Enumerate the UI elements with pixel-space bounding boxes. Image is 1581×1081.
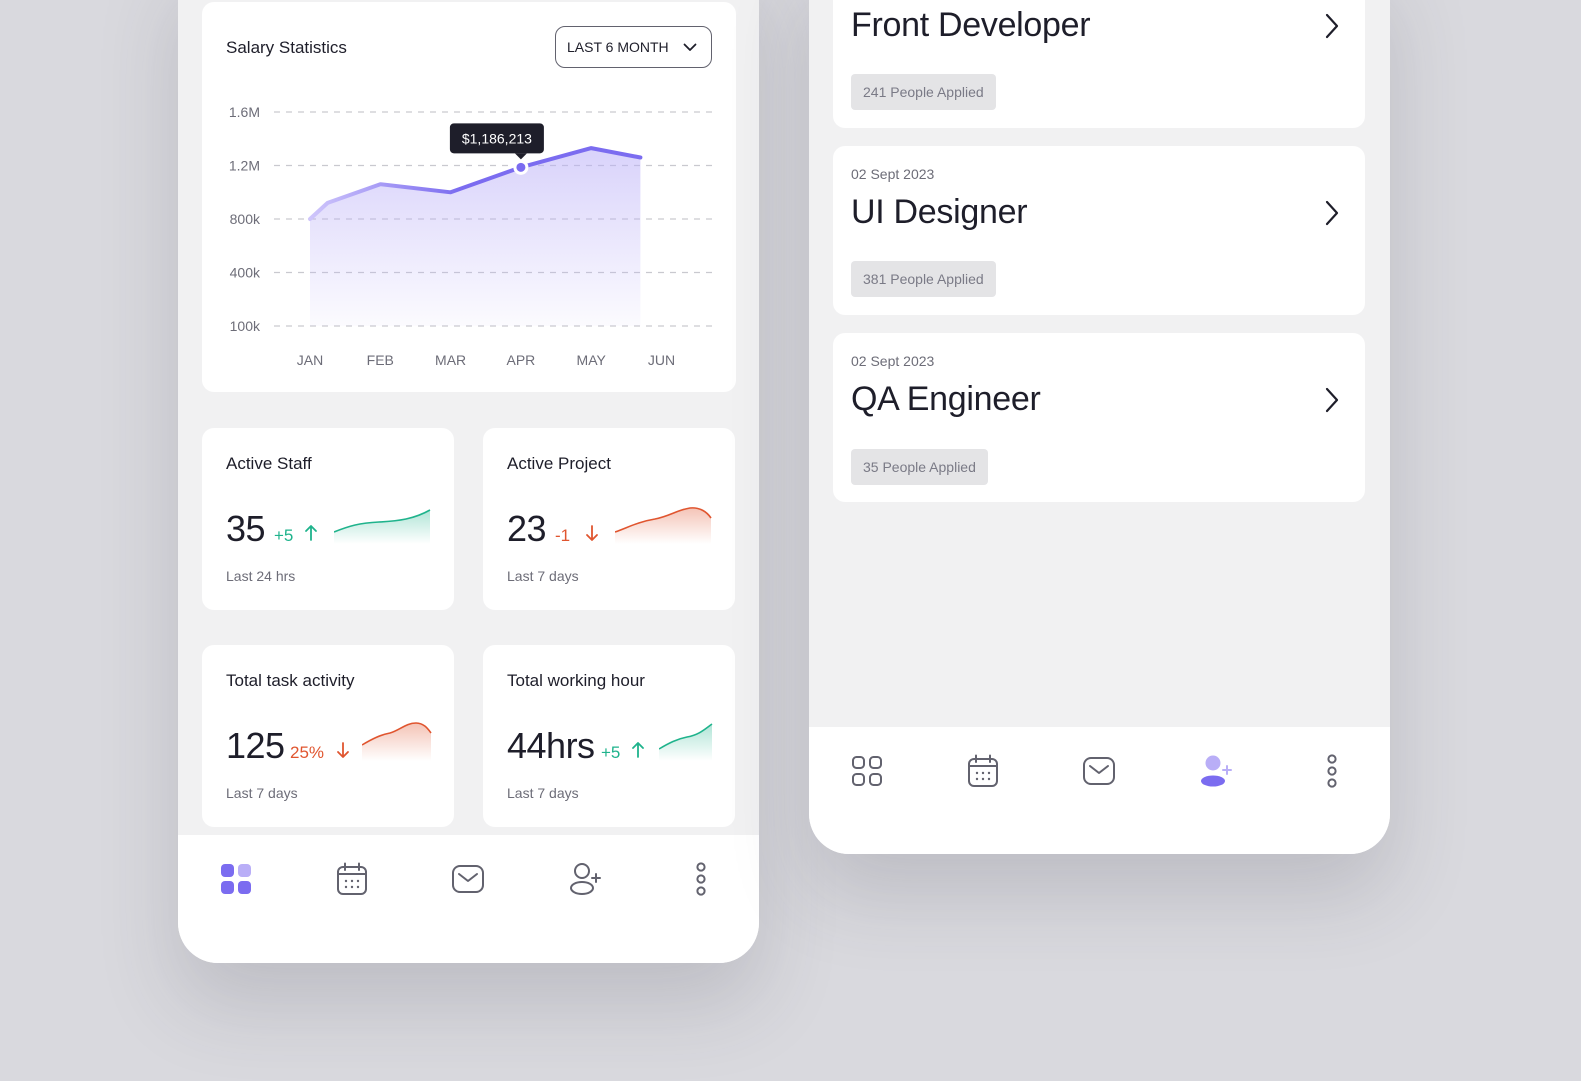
- jobs-screen: Front Developer 241 People Applied 02 Se…: [809, 0, 1390, 854]
- stat-delta: +5: [601, 743, 621, 762]
- x-tick-label: FEB: [367, 352, 394, 368]
- period-select[interactable]: LAST 6 MONTH: [555, 26, 712, 68]
- stat-period: Last 7 days: [226, 785, 298, 801]
- add-user-icon: [569, 863, 601, 895]
- y-tick-label: 800k: [230, 211, 261, 227]
- chevron-right-icon[interactable]: [1325, 387, 1339, 413]
- stat-title: Total task activity: [226, 671, 355, 690]
- chevron-right-icon[interactable]: [1325, 13, 1339, 39]
- nav-more[interactable]: [1302, 751, 1362, 791]
- y-tick-label: 400k: [230, 265, 261, 281]
- nav-add-user[interactable]: [555, 859, 615, 899]
- mail-icon: [452, 865, 485, 893]
- dashboard-icon: [852, 756, 883, 786]
- stat-value: 35: [226, 508, 266, 549]
- y-tick-label: 1.2M: [229, 158, 260, 174]
- mail-icon: [1083, 757, 1116, 785]
- salary-chart: 1.6M 1.2M 800k 400k 100k $1,186,213 JAN FEB MAR A…: [229, 104, 712, 368]
- active-project-card[interactable]: Active Project 23 -1 Last 7 days: [483, 428, 735, 610]
- x-tick-label: JAN: [297, 352, 323, 368]
- arrow-down-icon: [337, 742, 349, 758]
- nav-calendar[interactable]: [953, 751, 1013, 791]
- dashboard-icon: [221, 864, 252, 894]
- tooltip-box: [449, 123, 544, 154]
- more-icon: [1327, 754, 1337, 788]
- stat-period: Last 7 days: [507, 568, 579, 584]
- y-tick-label: 100k: [230, 318, 261, 334]
- x-tick-label: APR: [507, 352, 536, 368]
- more-icon: [696, 862, 706, 896]
- chevron-down-icon: [683, 43, 697, 51]
- applicants-badge: 35 People Applied: [851, 449, 988, 485]
- job-date: 02 Sept 2023: [851, 353, 935, 369]
- nav-mail[interactable]: [1069, 751, 1129, 791]
- stat-value: 44hrs: [507, 725, 595, 766]
- sparkline: [334, 509, 431, 544]
- tooltip-label: $1,186,213: [462, 130, 532, 146]
- arrow-up-icon: [305, 525, 317, 541]
- total-working-hour-card[interactable]: Total working hour 44hrs +5 Last 7 days: [483, 645, 735, 827]
- job-card[interactable]: 02 Sept 2023 QA Engineer 35 People Appli…: [833, 333, 1365, 502]
- x-tick-label: JUN: [648, 352, 675, 368]
- calendar-icon: [337, 862, 368, 895]
- nav-add-user[interactable]: [1186, 751, 1246, 791]
- total-task-activity-card[interactable]: Total task activity 125 25% Last 7 days: [202, 645, 454, 827]
- period-select-value: LAST 6 MONTH: [567, 39, 669, 55]
- stat-value: 23: [507, 508, 547, 549]
- stat-delta: -1: [555, 526, 571, 545]
- stat-delta: 25%: [290, 743, 325, 762]
- nav-calendar[interactable]: [322, 859, 382, 899]
- applicants-badge: 381 People Applied: [851, 261, 996, 297]
- stat-title: Active Project: [507, 454, 611, 473]
- bottom-navigation: [809, 727, 1390, 854]
- highlight-point: [513, 159, 529, 175]
- stat-delta: +5: [274, 526, 294, 545]
- chevron-right-icon[interactable]: [1325, 200, 1339, 226]
- salary-statistics-card: 1.6M 1.2M 800k 400k 100k $1,186,213 JAN FEB MAR A…: [202, 2, 736, 392]
- active-staff-card[interactable]: Active Staff 35 +5 Last 24 hrs: [202, 428, 454, 610]
- applicants-badge: 241 People Applied: [851, 74, 996, 110]
- arrow-up-icon: [632, 742, 644, 758]
- sparkline: [659, 723, 713, 761]
- sparkline: [615, 507, 712, 544]
- stat-title: Active Staff: [226, 454, 312, 473]
- y-tick-label: 1.6M: [229, 104, 260, 120]
- stat-period: Last 24 hrs: [226, 568, 296, 584]
- job-title: UI Designer: [851, 193, 1028, 231]
- dashboard-screen: 1.6M 1.2M 800k 400k 100k $1,186,213 JAN FEB MAR A…: [178, 0, 759, 963]
- job-title: QA Engineer: [851, 380, 1041, 418]
- job-card[interactable]: 02 Sept 2023 UI Designer 381 People Appl…: [833, 146, 1365, 315]
- stat-title: Total working hour: [507, 671, 645, 690]
- tooltip-pointer: [514, 153, 527, 160]
- salary-title: Salary Statistics: [226, 38, 347, 57]
- add-user-icon: [1200, 755, 1232, 787]
- calendar-icon: [968, 754, 999, 787]
- nav-mail[interactable]: [438, 859, 498, 899]
- salary-area: [310, 148, 641, 326]
- job-card[interactable]: Front Developer 241 People Applied: [833, 0, 1365, 128]
- stat-period: Last 7 days: [507, 785, 579, 801]
- x-tick-label: MAR: [435, 352, 466, 368]
- x-tick-label: MAY: [577, 352, 607, 368]
- nav-dashboard[interactable]: [837, 751, 897, 791]
- nav-dashboard[interactable]: [206, 859, 266, 899]
- sparkline: [362, 722, 432, 761]
- arrow-down-icon: [586, 525, 598, 541]
- salary-line: [308, 146, 643, 221]
- job-date: 02 Sept 2023: [851, 166, 935, 182]
- stat-value: 125: [226, 725, 285, 766]
- job-title: Front Developer: [851, 6, 1091, 44]
- nav-more[interactable]: [671, 859, 731, 899]
- bottom-navigation: [178, 835, 759, 963]
